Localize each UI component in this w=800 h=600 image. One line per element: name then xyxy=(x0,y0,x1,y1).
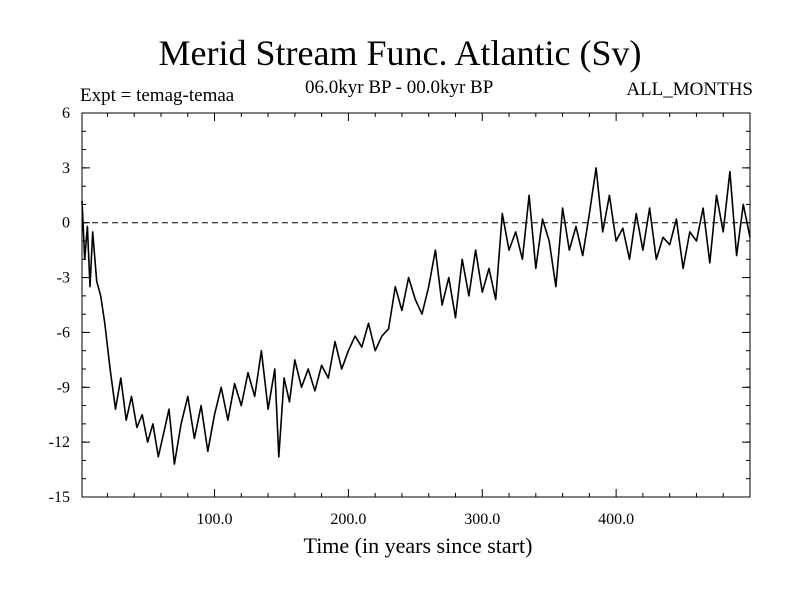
chart-title: Merid Stream Func. Atlantic (Sv) xyxy=(158,33,642,73)
time-range-label: 06.0kyr BP - 00.0kyr BP xyxy=(305,77,494,98)
x-tick-label: 200.0 xyxy=(330,511,366,528)
experiment-label: Expt = temag-temaa xyxy=(80,85,235,106)
x-tick-label: 100.0 xyxy=(197,511,233,528)
x-tick-label: 300.0 xyxy=(464,511,500,528)
y-tick-label: 0 xyxy=(62,215,70,232)
x-tick-label: 400.0 xyxy=(598,511,634,528)
y-tick-label: -9 xyxy=(57,379,70,396)
series-line-temag-temaa xyxy=(81,167,751,465)
plot-frame xyxy=(81,112,751,498)
y-tick-label: 6 xyxy=(62,105,70,122)
y-tick-label: -3 xyxy=(57,270,70,287)
y-tick-label: -15 xyxy=(49,489,70,506)
y-tick-label: 3 xyxy=(62,160,70,177)
y-tick-label: -12 xyxy=(49,434,70,451)
x-axis-label: Time (in years since start) xyxy=(303,533,533,558)
months-label: ALL_MONTHS xyxy=(626,79,753,100)
y-tick-label: -6 xyxy=(57,324,70,341)
